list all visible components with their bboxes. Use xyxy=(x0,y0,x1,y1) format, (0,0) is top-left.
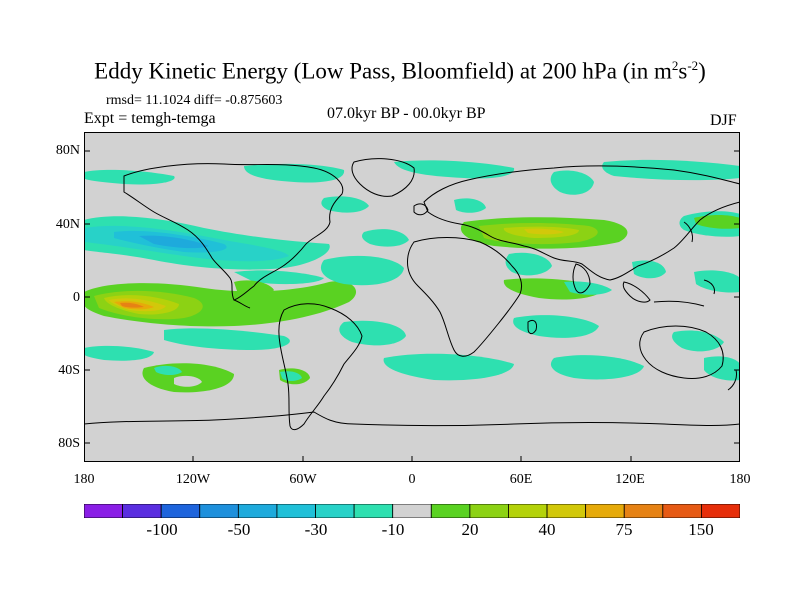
colorbar-box xyxy=(546,504,587,518)
lat-label-40s: 40S xyxy=(58,363,80,378)
colorbar-label-6: 40 xyxy=(538,520,556,539)
eke-map xyxy=(84,132,740,462)
colorbar-box xyxy=(199,504,239,518)
colorbar-label-3: -30 xyxy=(304,520,328,539)
colorbar-box xyxy=(701,504,740,518)
experiment-label: Expt = temgh-temga xyxy=(84,110,216,127)
lon-label-120w: 120W xyxy=(175,472,211,487)
colorbar-label-1: -100 xyxy=(146,520,178,539)
lon-label-60w: 60W xyxy=(289,472,317,487)
season-label: DJF xyxy=(710,112,737,129)
colorbar-box xyxy=(508,504,548,518)
period-label: 07.0kyr BP - 00.0kyr BP xyxy=(327,105,486,122)
colorbar-box xyxy=(276,504,316,518)
colorbar-box xyxy=(430,504,471,518)
colorbar-label-8: 150 xyxy=(688,520,714,539)
colorbar-box xyxy=(315,504,355,518)
lat-label-80s: 80S xyxy=(58,436,80,451)
axis-ticks xyxy=(84,150,740,462)
colorbar-boxes xyxy=(84,504,740,518)
lon-label-180w: 180 xyxy=(73,472,95,487)
lon-label-120e: 120E xyxy=(615,472,645,487)
colorbar-label-5: 20 xyxy=(461,520,479,539)
colorbar-box xyxy=(662,504,702,518)
anomaly-fields xyxy=(84,159,740,393)
colorbar-box xyxy=(623,504,664,518)
lat-label-40n: 40N xyxy=(55,217,80,232)
colorbar-box xyxy=(84,504,123,518)
colorbar-box xyxy=(392,504,432,518)
lat-label-80n: 80N xyxy=(55,143,80,158)
coastlines xyxy=(84,158,740,431)
lon-label-0: 0 xyxy=(408,472,416,487)
plot-title: Eddy Kinetic Energy (Low Pass, Bloomfiel… xyxy=(94,58,706,84)
colorbar-box xyxy=(353,504,394,518)
colorbar-label-4: -10 xyxy=(381,520,405,539)
colorbar-box xyxy=(469,504,509,518)
lon-label-60e: 60E xyxy=(509,472,533,487)
colorbar xyxy=(84,504,740,518)
lat-label-0: 0 xyxy=(73,290,80,305)
colorbar-label-7: 75 xyxy=(615,520,633,539)
colorbar-box xyxy=(122,504,162,518)
colorbar-box xyxy=(160,504,201,518)
colorbar-label-2: -50 xyxy=(227,520,251,539)
stats-label: rmsd= 11.1024 diff= -0.875603 xyxy=(106,93,283,108)
colorbar-box xyxy=(585,504,625,518)
lon-label-180e: 180 xyxy=(729,472,751,487)
colorbar-box xyxy=(237,504,278,518)
